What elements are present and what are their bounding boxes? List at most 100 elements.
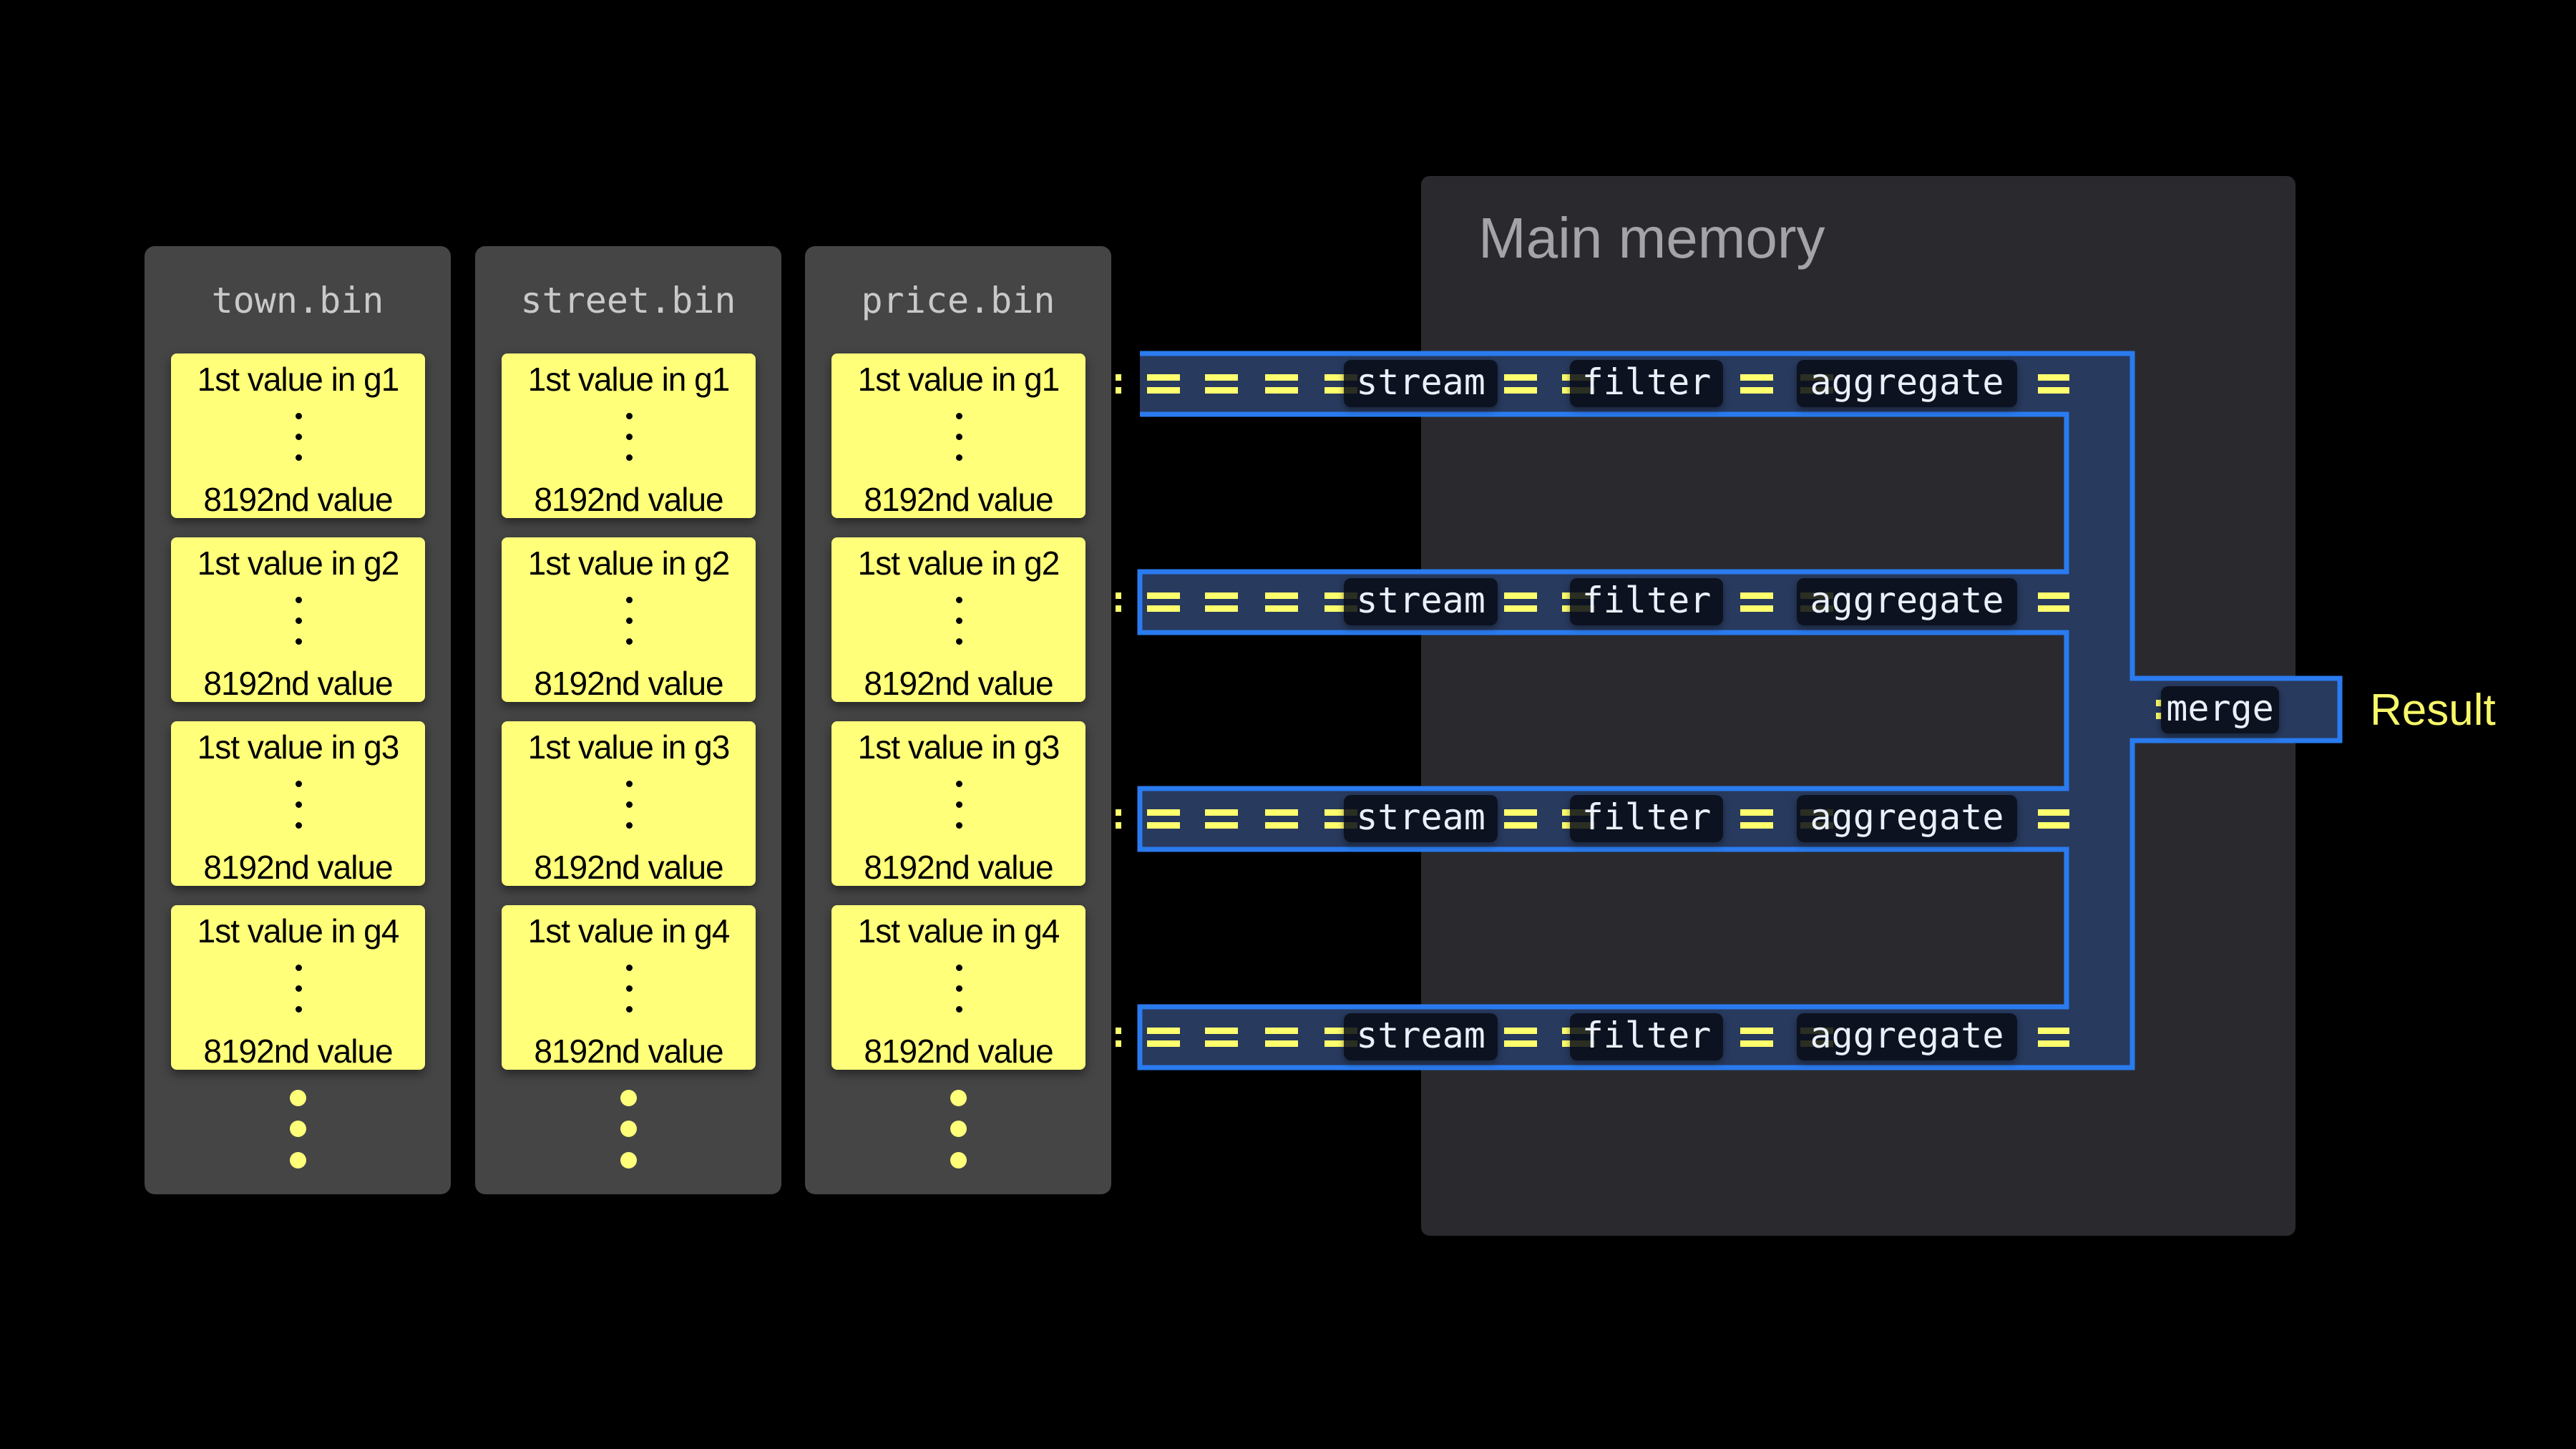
- ellipsis-dot: [625, 1006, 633, 1013]
- granule-first-value: 1st value in g3: [527, 728, 731, 766]
- ellipsis-dot: [625, 965, 633, 971]
- ellipsis-dot: [295, 965, 302, 971]
- flow-dash: [2038, 809, 2069, 829]
- ellipsis-dot: [955, 597, 962, 603]
- ellipsis-dot: [955, 781, 962, 787]
- more-granules-dot: [290, 1152, 306, 1169]
- granule-first-value: 1st value in g1: [197, 361, 400, 398]
- flow-dash: [1740, 809, 1773, 829]
- granule-box: 1st value in g1 8192nd value: [171, 353, 425, 518]
- merge-stage: merge: [2161, 686, 2279, 733]
- flow-dash: [1740, 592, 1773, 612]
- flow-dash: [1116, 809, 1121, 829]
- ellipsis-dot: [955, 1006, 962, 1013]
- granule-first-value: 1st value in g1: [527, 361, 731, 398]
- ellipsis-dot: [625, 597, 633, 603]
- ellipsis-dot: [955, 985, 962, 992]
- granule-last-value: 8192nd value: [203, 849, 393, 886]
- granule-box: 1st value in g4 8192nd value: [171, 905, 425, 1070]
- ellipsis-dot: [295, 597, 302, 603]
- ellipsis-dot: [955, 965, 962, 971]
- file-name: price.bin: [861, 280, 1055, 321]
- aggregate-stage: aggregate: [1797, 795, 2017, 842]
- ellipsis-dot: [955, 801, 962, 808]
- flow-dash: [1147, 592, 1180, 612]
- granule-first-value: 1st value in g2: [527, 545, 731, 582]
- ellipsis-dot: [625, 413, 633, 419]
- ellipsis-dot: [625, 454, 633, 461]
- granule-box: 1st value in g1 8192nd value: [502, 353, 756, 518]
- ellipsis-dot: [625, 434, 633, 440]
- filter-stage: filter: [1570, 578, 1723, 625]
- filter-stage: filter: [1570, 1013, 1723, 1060]
- stream-stage: stream: [1344, 578, 1498, 625]
- ellipsis-dot: [625, 638, 633, 645]
- granule-last-value: 8192nd value: [534, 849, 723, 886]
- ellipsis-dot: [955, 618, 962, 624]
- flow-dash: [1265, 592, 1298, 612]
- granule-last-value: 8192nd value: [534, 1033, 723, 1070]
- ellipsis-dot: [295, 413, 302, 419]
- flow-dash: [1265, 1028, 1298, 1047]
- filter-stage: filter: [1570, 360, 1723, 407]
- flow-dash: [1116, 1028, 1121, 1047]
- granule-last-value: 8192nd value: [864, 1033, 1053, 1070]
- aggregate-stage: aggregate: [1797, 1013, 2017, 1060]
- more-granules-dot: [620, 1152, 637, 1169]
- granule-last-value: 8192nd value: [203, 481, 393, 518]
- ellipsis-dot: [625, 781, 633, 787]
- granule-last-value: 8192nd value: [864, 665, 1053, 702]
- ellipsis-dot: [955, 454, 962, 461]
- flow-dash: [1324, 374, 1357, 394]
- granule-last-value: 8192nd value: [864, 481, 1053, 518]
- ellipsis-dot: [955, 434, 962, 440]
- granule-first-value: 1st value in g4: [527, 912, 731, 950]
- ellipsis-dot: [955, 638, 962, 645]
- pipe-structure: [1137, 351, 2343, 1070]
- granule-first-value: 1st value in g4: [857, 912, 1060, 950]
- filter-stage: filter: [1570, 795, 1723, 842]
- stream-stage: stream: [1344, 360, 1498, 407]
- stream-stage: stream: [1344, 1013, 1498, 1060]
- granule-box: 1st value in g3 8192nd value: [502, 721, 756, 886]
- flow-dash: [1504, 809, 1537, 829]
- flow-dash: [1205, 1028, 1238, 1047]
- ellipsis-dot: [625, 618, 633, 624]
- flow-dash: [2038, 592, 2069, 612]
- ellipsis-dot: [295, 801, 302, 808]
- ellipsis-dot: [295, 781, 302, 787]
- result-label: Result: [2370, 686, 2496, 735]
- ellipsis-dot: [625, 822, 633, 829]
- granule-last-value: 8192nd value: [534, 665, 723, 702]
- flow-dash: [1205, 374, 1238, 394]
- flow-dash: [1324, 1028, 1357, 1047]
- granule-first-value: 1st value in g1: [857, 361, 1060, 398]
- main-memory-title: Main memory: [1478, 206, 1825, 270]
- aggregate-stage: aggregate: [1797, 360, 2017, 407]
- ellipsis-dot: [955, 413, 962, 419]
- more-granules-dot: [620, 1090, 637, 1106]
- flow-dash: [1504, 592, 1537, 612]
- ellipsis-dot: [295, 638, 302, 645]
- flow-dash: [1324, 809, 1357, 829]
- flow-dash: [1740, 374, 1773, 394]
- flow-dash: [1504, 374, 1537, 394]
- stream-stage: stream: [1344, 795, 1498, 842]
- flow-dash: [1116, 374, 1121, 394]
- granule-box: 1st value in g4 8192nd value: [502, 905, 756, 1070]
- granule-box: 1st value in g4 8192nd value: [831, 905, 1085, 1070]
- flow-dash: [1147, 1028, 1180, 1047]
- flow-dash: [1504, 1028, 1537, 1047]
- more-granules-dot: [290, 1090, 306, 1106]
- granule-first-value: 1st value in g3: [197, 728, 400, 766]
- granule-last-value: 8192nd value: [203, 1033, 393, 1070]
- more-granules-dot: [620, 1121, 637, 1137]
- ellipsis-dot: [295, 618, 302, 624]
- flow-dash: [2156, 700, 2162, 719]
- aggregate-stage: aggregate: [1797, 578, 2017, 625]
- ellipsis-dot: [295, 434, 302, 440]
- flow-dash: [1147, 809, 1180, 829]
- ellipsis-dot: [295, 985, 302, 992]
- granule-last-value: 8192nd value: [534, 481, 723, 518]
